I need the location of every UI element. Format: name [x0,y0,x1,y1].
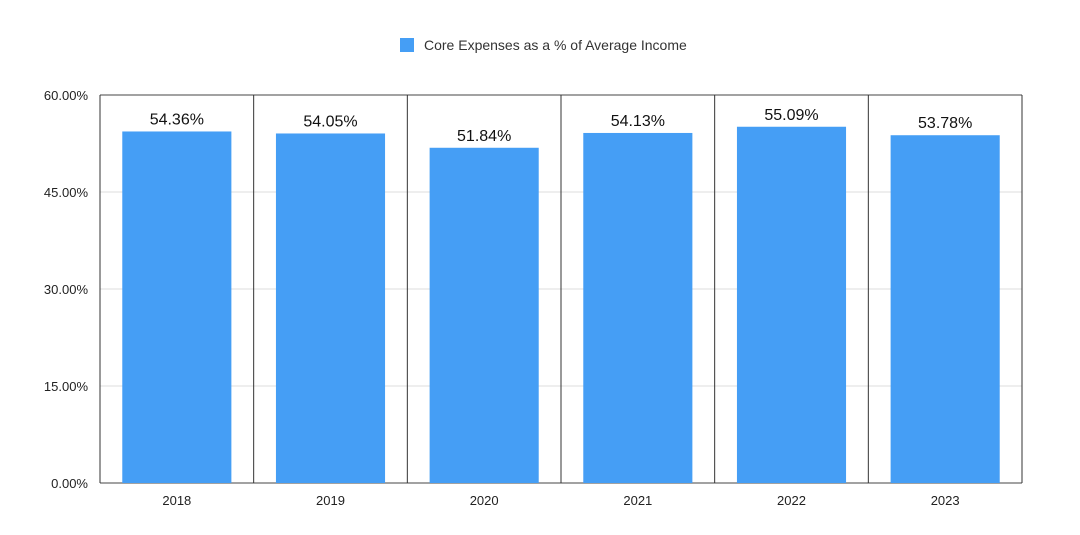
y-tick-label: 45.00% [44,185,89,200]
x-tick-label: 2023 [931,493,960,508]
data-label-2018: 54.36% [150,111,204,128]
legend-label: Core Expenses as a % of Average Income [424,37,687,53]
x-axis: 2018 2019 2020 2021 2022 2023 [162,493,959,508]
data-label-2019: 54.05% [303,113,357,130]
x-tick-label: 2021 [623,493,652,508]
data-label-2021: 54.13% [611,113,665,130]
category-dividers [99,95,1023,483]
bar-2023 [890,135,1000,484]
bar-2018 [122,131,232,484]
y-tick-label: 30.00% [44,282,89,297]
x-tick-label: 2018 [162,493,191,508]
data-labels: 54.36% 54.05% 51.84% 54.13% 55.09% 53.78% [150,107,973,145]
y-tick-label: 15.00% [44,379,89,394]
bar-2019 [275,133,386,483]
x-tick-label: 2020 [470,493,499,508]
data-label-2020: 51.84% [457,128,511,145]
x-tick-label: 2019 [316,493,345,508]
data-label-2022: 55.09% [764,107,818,124]
y-axis: 0.00% 15.00% 30.00% 45.00% 60.00% [44,88,89,491]
y-tick-label: 60.00% [44,88,89,103]
x-tick-label: 2022 [777,493,806,508]
legend: Core Expenses as a % of Average Income [400,37,687,53]
y-tick-label: 0.00% [51,476,88,491]
bars [122,126,1000,484]
data-label-2023: 53.78% [918,115,972,132]
bar-2022 [736,126,847,483]
bar-2020 [429,147,539,483]
bar-2021 [583,132,693,483]
legend-swatch [400,38,414,52]
